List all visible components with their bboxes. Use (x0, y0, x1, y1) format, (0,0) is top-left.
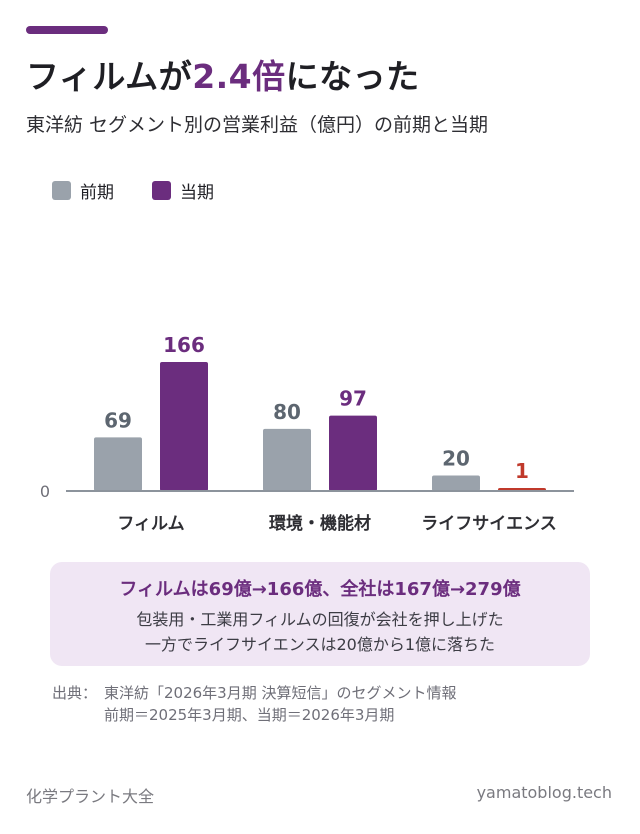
source-label: 出典： (52, 684, 98, 702)
source-note: 出典： 東洋紡「2026年3月期 決算短信」のセグメント情報 前期＝2025年3月… (52, 682, 457, 726)
source-line-1: 東洋紡「2026年3月期 決算短信」のセグメント情報 (104, 684, 457, 702)
title-highlight: 2.4倍 (192, 57, 286, 96)
legend: 前期 当期 (52, 178, 214, 203)
note-line-2: 一方でライフサイエンスは20億から1億に落ちた (144, 635, 496, 654)
legend-item-prev: 前期 (52, 178, 114, 203)
note-line-1: 包装用・工業用フィルムの回復が会社を押し上げた (136, 610, 504, 629)
legend-swatch-curr (152, 181, 171, 200)
category-label-0: フィルム (117, 514, 184, 534)
legend-label-prev: 前期 (80, 183, 114, 203)
source-line-2: 前期＝2025年3月期、当期＝2026年3月期 (104, 706, 395, 724)
legend-swatch-prev (52, 181, 71, 200)
bar-curr-1 (329, 415, 377, 491)
bar-prev-1 (263, 428, 311, 491)
legend-label-curr: 当期 (180, 183, 214, 203)
data-label-curr-0: 166 (163, 333, 205, 357)
data-label-prev-1: 80 (273, 400, 301, 424)
data-label-prev-0: 69 (104, 408, 132, 432)
data-label-curr-1: 97 (339, 387, 367, 411)
bar-chart: 69 166 フィルム 80 97 環境・機能材 20 1 ライフサイエンス 0 (40, 333, 574, 534)
bar-prev-0 (94, 437, 142, 491)
data-label-prev-2: 20 (442, 446, 470, 470)
accent-bar (26, 26, 108, 34)
category-label-2: ライフサイエンス (421, 514, 557, 534)
footer-site: yamatoblog.tech (476, 783, 612, 802)
category-label-1: 環境・機能材 (269, 513, 371, 534)
bar-curr-0 (160, 362, 208, 491)
bar-prev-2 (432, 475, 480, 491)
legend-item-curr: 当期 (152, 178, 214, 203)
chart-subtitle: 東洋紡 セグメント別の営業利益（億円）の前期と当期 (26, 114, 489, 136)
y-zero-label: 0 (40, 482, 50, 501)
data-label-curr-2: 1 (515, 459, 529, 483)
summary-note: フィルムは69億→166億、全社は167億→279億 包装用・工業用フィルムの回… (50, 562, 590, 666)
footer-brand: 化学プラント大全 (26, 787, 155, 806)
chart-title: フィルムが2.4倍になった (26, 57, 420, 96)
note-headline: フィルムは69億→166億、全社は167億→279億 (119, 579, 521, 600)
